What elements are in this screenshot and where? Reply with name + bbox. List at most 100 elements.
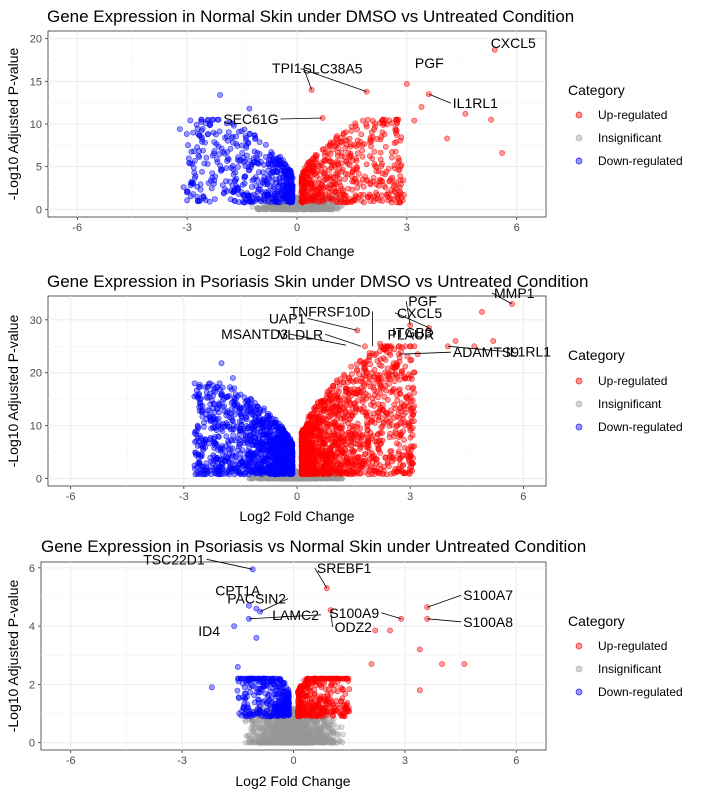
point-down-regulated — [289, 440, 295, 446]
point-up-regulated — [298, 182, 305, 189]
point-up-regulated — [370, 410, 377, 417]
point-up-regulated — [318, 184, 325, 190]
point-insignificant — [334, 206, 341, 212]
point-up-regulated — [379, 116, 386, 123]
point-up-regulated — [397, 177, 404, 184]
point-up-regulated — [322, 149, 328, 156]
point-up-regulated — [298, 444, 305, 451]
point-down-regulated — [246, 167, 253, 174]
point-down-regulated — [231, 397, 238, 403]
point-down-regulated — [253, 195, 260, 202]
point-down-regulated — [262, 141, 269, 148]
point-up-regulated — [375, 413, 381, 420]
point-up-regulated — [396, 166, 403, 173]
point-down-regulated — [197, 400, 204, 407]
point-up-regulated — [401, 436, 407, 443]
point-insignificant — [258, 205, 265, 211]
chart-panel-1: Gene Expression in Normal Skin under DMS… — [5, 7, 574, 259]
point-down-regulated — [255, 418, 262, 425]
point-up-regulated — [365, 445, 372, 452]
point-down-regulated — [281, 161, 288, 168]
point-down-regulated — [190, 129, 196, 136]
point-down-regulated — [265, 460, 271, 467]
y-axis-title-1: -Log10 Adjusted P-value — [5, 48, 21, 201]
point-down-regulated — [228, 135, 235, 141]
point-down-regulated — [289, 451, 296, 457]
point-up-regulated — [338, 153, 345, 160]
point-up-regulated — [355, 194, 362, 201]
point-down-regulated — [221, 150, 228, 157]
point-down-regulated — [218, 390, 225, 397]
gene-label: TPI1 — [272, 60, 302, 76]
point-down-regulated — [225, 469, 232, 475]
point-down-regulated — [223, 433, 230, 440]
point-down-regulated — [238, 128, 245, 135]
point-up-regulated — [342, 145, 349, 151]
point-down-regulated — [199, 168, 205, 175]
point-down-regulated — [245, 424, 252, 430]
point-down-regulated — [233, 423, 240, 430]
point-up-regulated — [322, 191, 329, 198]
point-down-regulated — [283, 445, 290, 452]
point-up-regulated — [379, 178, 385, 185]
point-down-regulated — [209, 424, 216, 431]
point-up-regulated — [358, 131, 365, 138]
point-up-regulated — [391, 165, 398, 172]
point-up-regulated — [393, 440, 400, 447]
point-down-regulated — [248, 184, 255, 190]
point-up-regulated — [382, 143, 389, 150]
point-down-regulated — [223, 409, 230, 416]
point-down-regulated — [235, 443, 242, 450]
point-up-regulated — [377, 449, 384, 456]
point-up-regulated — [499, 150, 505, 156]
point-up-regulated — [354, 137, 361, 144]
point-up-regulated — [411, 117, 418, 124]
x-axis-title-1: Log2 Fold Change — [239, 243, 354, 259]
point-down-regulated — [196, 459, 203, 465]
point-up-regulated — [394, 422, 401, 429]
point-up-regulated — [409, 411, 416, 418]
point-up-regulated — [391, 468, 397, 475]
point-down-regulated — [191, 169, 198, 176]
point-down-regulated — [250, 411, 256, 418]
point-up-regulated — [360, 372, 367, 379]
point-up-regulated — [405, 449, 412, 456]
point-up-regulated — [402, 343, 409, 350]
point-down-regulated — [283, 184, 290, 191]
point-insignificant — [294, 206, 301, 213]
point-down-regulated — [267, 163, 273, 170]
point-up-regulated — [410, 384, 417, 391]
point-down-regulated — [272, 416, 279, 423]
point-up-regulated — [366, 191, 373, 198]
point-up-regulated — [321, 171, 328, 178]
point-down-regulated — [259, 435, 266, 442]
point-down-regulated — [195, 384, 202, 391]
point-down-regulated — [276, 181, 283, 188]
point-up-regulated — [334, 379, 341, 386]
point-up-regulated — [320, 408, 327, 414]
y-tick-label: 10 — [30, 119, 42, 131]
point-up-regulated — [343, 129, 349, 136]
point-down-regulated — [278, 425, 285, 432]
point-up-regulated — [363, 395, 370, 402]
point-down-regulated — [194, 197, 201, 204]
point-up-regulated — [328, 164, 335, 171]
point-down-regulated — [188, 148, 195, 155]
point-down-regulated — [252, 134, 259, 141]
point-up-regulated — [377, 356, 384, 363]
point-down-regulated — [262, 465, 268, 472]
point-down-regulated — [219, 182, 226, 188]
point-down-regulated — [231, 385, 238, 392]
point-up-regulated — [394, 397, 401, 404]
point-up-regulated — [335, 396, 342, 403]
point-up-regulated — [405, 456, 412, 463]
point-down-regulated — [184, 188, 191, 195]
point-down-regulated — [195, 152, 202, 159]
point-up-regulated — [326, 158, 333, 165]
point-down-regulated — [253, 159, 260, 166]
point-up-regulated — [363, 121, 370, 128]
point-down-regulated — [284, 170, 290, 177]
point-down-regulated — [184, 197, 190, 204]
point-down-regulated — [256, 428, 262, 435]
point-down-regulated — [230, 432, 237, 438]
